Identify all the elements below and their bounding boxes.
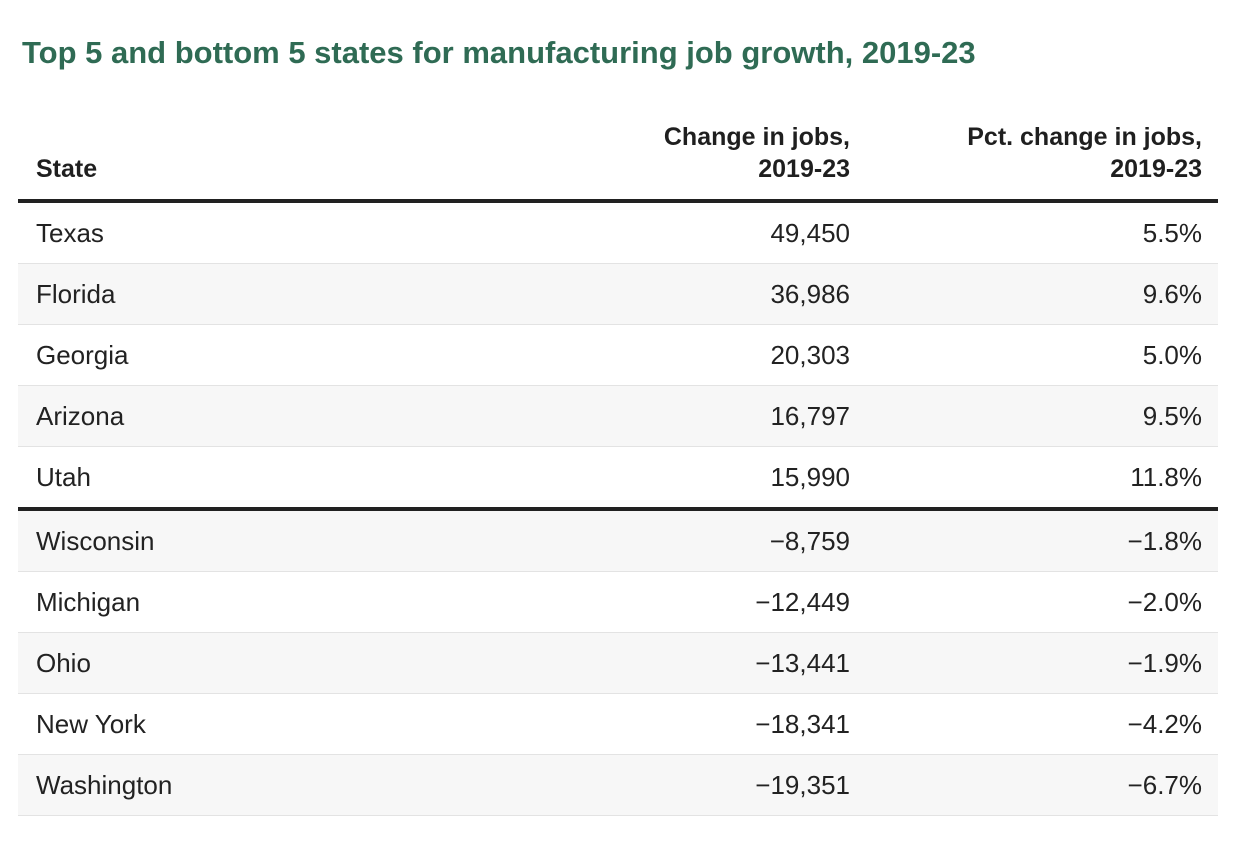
change-cell: 20,303 bbox=[770, 340, 850, 371]
table-row: Ohio −13,441 −1.9% bbox=[18, 632, 1218, 694]
state-cell: Texas bbox=[36, 218, 104, 249]
table-row: Texas 49,450 5.5% bbox=[18, 201, 1218, 264]
table-row: Georgia 20,303 5.0% bbox=[18, 324, 1218, 386]
table-body: Texas 49,450 5.5% Florida 36,986 9.6% Ge… bbox=[18, 201, 1218, 816]
state-cell: Michigan bbox=[36, 587, 141, 618]
header-row: State Change in jobs, 2019-23 Pct. chang… bbox=[18, 121, 1218, 204]
state-cell: New York bbox=[36, 709, 146, 740]
state-cell: Wisconsin bbox=[36, 526, 155, 557]
column-header-pct: Pct. change in jobs, 2019-23 bbox=[850, 121, 1218, 204]
pct-cell: −1.9% bbox=[1127, 648, 1202, 679]
change-cell: −12,449 bbox=[755, 587, 850, 618]
pct-cell: 11.8% bbox=[1130, 462, 1202, 493]
page-title: Top 5 and bottom 5 states for manufactur… bbox=[22, 35, 976, 70]
change-cell: 16,797 bbox=[770, 401, 850, 432]
column-header-pct-line2: 2019-23 bbox=[1110, 155, 1202, 184]
state-cell: Washington bbox=[36, 770, 173, 801]
table-row: Washington −19,351 −6.7% bbox=[18, 754, 1218, 816]
pct-cell: 5.0% bbox=[1142, 340, 1202, 371]
change-cell: 49,450 bbox=[770, 218, 850, 249]
pct-cell: −2.0% bbox=[1127, 587, 1202, 618]
state-cell: Ohio bbox=[36, 648, 91, 679]
pct-cell: −4.2% bbox=[1127, 709, 1202, 740]
state-cell: Arizona bbox=[36, 401, 125, 432]
column-header-change: Change in jobs, 2019-23 bbox=[550, 121, 850, 204]
table-row: New York −18,341 −4.2% bbox=[18, 693, 1218, 755]
pct-cell: 5.5% bbox=[1142, 218, 1202, 249]
state-cell: Georgia bbox=[36, 340, 129, 371]
jobs-table: State Change in jobs, 2019-23 Pct. chang… bbox=[18, 121, 1218, 817]
change-cell: −18,341 bbox=[755, 709, 850, 740]
column-header-change-line2: 2019-23 bbox=[758, 155, 850, 184]
change-cell: 36,986 bbox=[770, 279, 850, 310]
pct-cell: 9.5% bbox=[1142, 401, 1202, 432]
column-header-state-label: State bbox=[36, 155, 98, 184]
column-header-change-line1: Change in jobs, bbox=[663, 123, 850, 152]
table-row: Utah 15,990 11.8% bbox=[18, 446, 1218, 510]
state-cell: Florida bbox=[36, 279, 116, 310]
change-cell: −19,351 bbox=[755, 770, 850, 801]
table-row: Michigan −12,449 −2.0% bbox=[18, 571, 1218, 633]
change-cell: 15,990 bbox=[770, 462, 850, 493]
pct-cell: 9.6% bbox=[1142, 279, 1202, 310]
table-row: Arizona 16,797 9.5% bbox=[18, 385, 1218, 447]
pct-cell: −1.8% bbox=[1127, 526, 1202, 557]
column-header-state: State bbox=[18, 121, 550, 204]
change-cell: −8,759 bbox=[769, 526, 850, 557]
table-header: State Change in jobs, 2019-23 Pct. chang… bbox=[18, 121, 1218, 204]
table-row: Florida 36,986 9.6% bbox=[18, 263, 1218, 325]
table-row: Wisconsin −8,759 −1.8% bbox=[18, 509, 1218, 572]
pct-cell: −6.7% bbox=[1127, 770, 1202, 801]
state-cell: Utah bbox=[36, 462, 91, 493]
column-header-pct-line1: Pct. change in jobs, bbox=[967, 123, 1202, 152]
change-cell: −13,441 bbox=[755, 648, 850, 679]
